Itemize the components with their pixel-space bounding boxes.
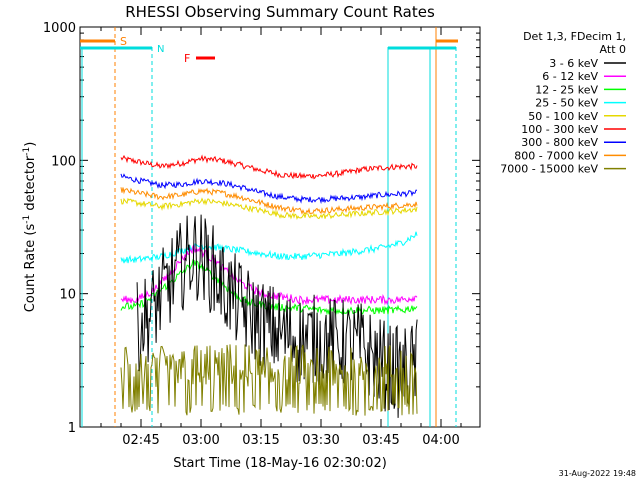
series-line — [120, 173, 418, 205]
legend-entry-label: 3 - 6 keV — [549, 57, 598, 70]
y-axis-label-sup2: -1 — [22, 147, 32, 156]
series-line — [120, 154, 418, 180]
chart-title: RHESSI Observing Summary Count Rates — [125, 3, 435, 21]
x-axis-label: Start Time (18-May-16 02:30:02) — [173, 456, 387, 471]
legend-entry-label: 6 - 12 keV — [542, 70, 598, 83]
series-line — [120, 187, 418, 215]
series-line — [120, 244, 418, 306]
legend-header: Det 1,3, FDecim 1, — [523, 30, 626, 43]
series-line — [120, 197, 418, 220]
x-tick-label: 03:30 — [302, 433, 339, 448]
x-tick-label: 02:45 — [122, 433, 159, 448]
y-axis-label-end: ) — [23, 142, 38, 147]
plot-frame — [79, 26, 481, 428]
legend-entry-label: 100 - 300 keV — [521, 123, 598, 136]
x-tick-label: 03:45 — [362, 433, 399, 448]
y-axis: 1 10 100 1000 — [43, 21, 480, 436]
legend-entry-label: 800 - 7000 keV — [514, 149, 598, 162]
legend-entry-label: 300 - 800 keV — [521, 136, 598, 149]
time-markers: S N F — [80, 27, 458, 427]
saa-label: S — [120, 35, 127, 48]
legend-entry-label: 12 - 25 keV — [535, 83, 598, 96]
y-tick-label: 100 — [51, 154, 76, 169]
x-tick-label: 03:00 — [182, 433, 219, 448]
flare-label: F — [184, 52, 190, 65]
legend-header: Att 0 — [600, 43, 626, 56]
x-tick-label: 04:00 — [422, 433, 459, 448]
legend-entry-label: 7000 - 15000 keV — [500, 163, 598, 176]
series-line — [120, 344, 418, 416]
night-label: N — [157, 44, 164, 55]
series-line — [120, 231, 418, 264]
y-tick-label: 1 — [68, 421, 76, 436]
x-axis: 02:45 03:00 03:15 03:30 03:45 04:00 — [100, 27, 462, 448]
series-lines — [120, 154, 418, 418]
legend-entry-label: 50 - 100 keV — [528, 110, 598, 123]
series-line — [120, 259, 418, 316]
y-axis-label-sup1: -1 — [22, 215, 32, 224]
y-axis-label-mid: detector — [23, 155, 38, 215]
y-axis-label: Count Rate (s-1 detector-1) — [22, 142, 38, 313]
y-tick-label: 10 — [59, 288, 76, 303]
legend-entry-label: 25 - 50 keV — [535, 97, 598, 110]
series-line — [136, 214, 418, 418]
y-axis-label-main: Count Rate (s — [23, 224, 38, 313]
y-tick-label: 1000 — [43, 21, 76, 36]
x-tick-label: 03:15 — [242, 433, 279, 448]
footer-date: 31-Aug-2022 19:48 — [559, 469, 636, 478]
